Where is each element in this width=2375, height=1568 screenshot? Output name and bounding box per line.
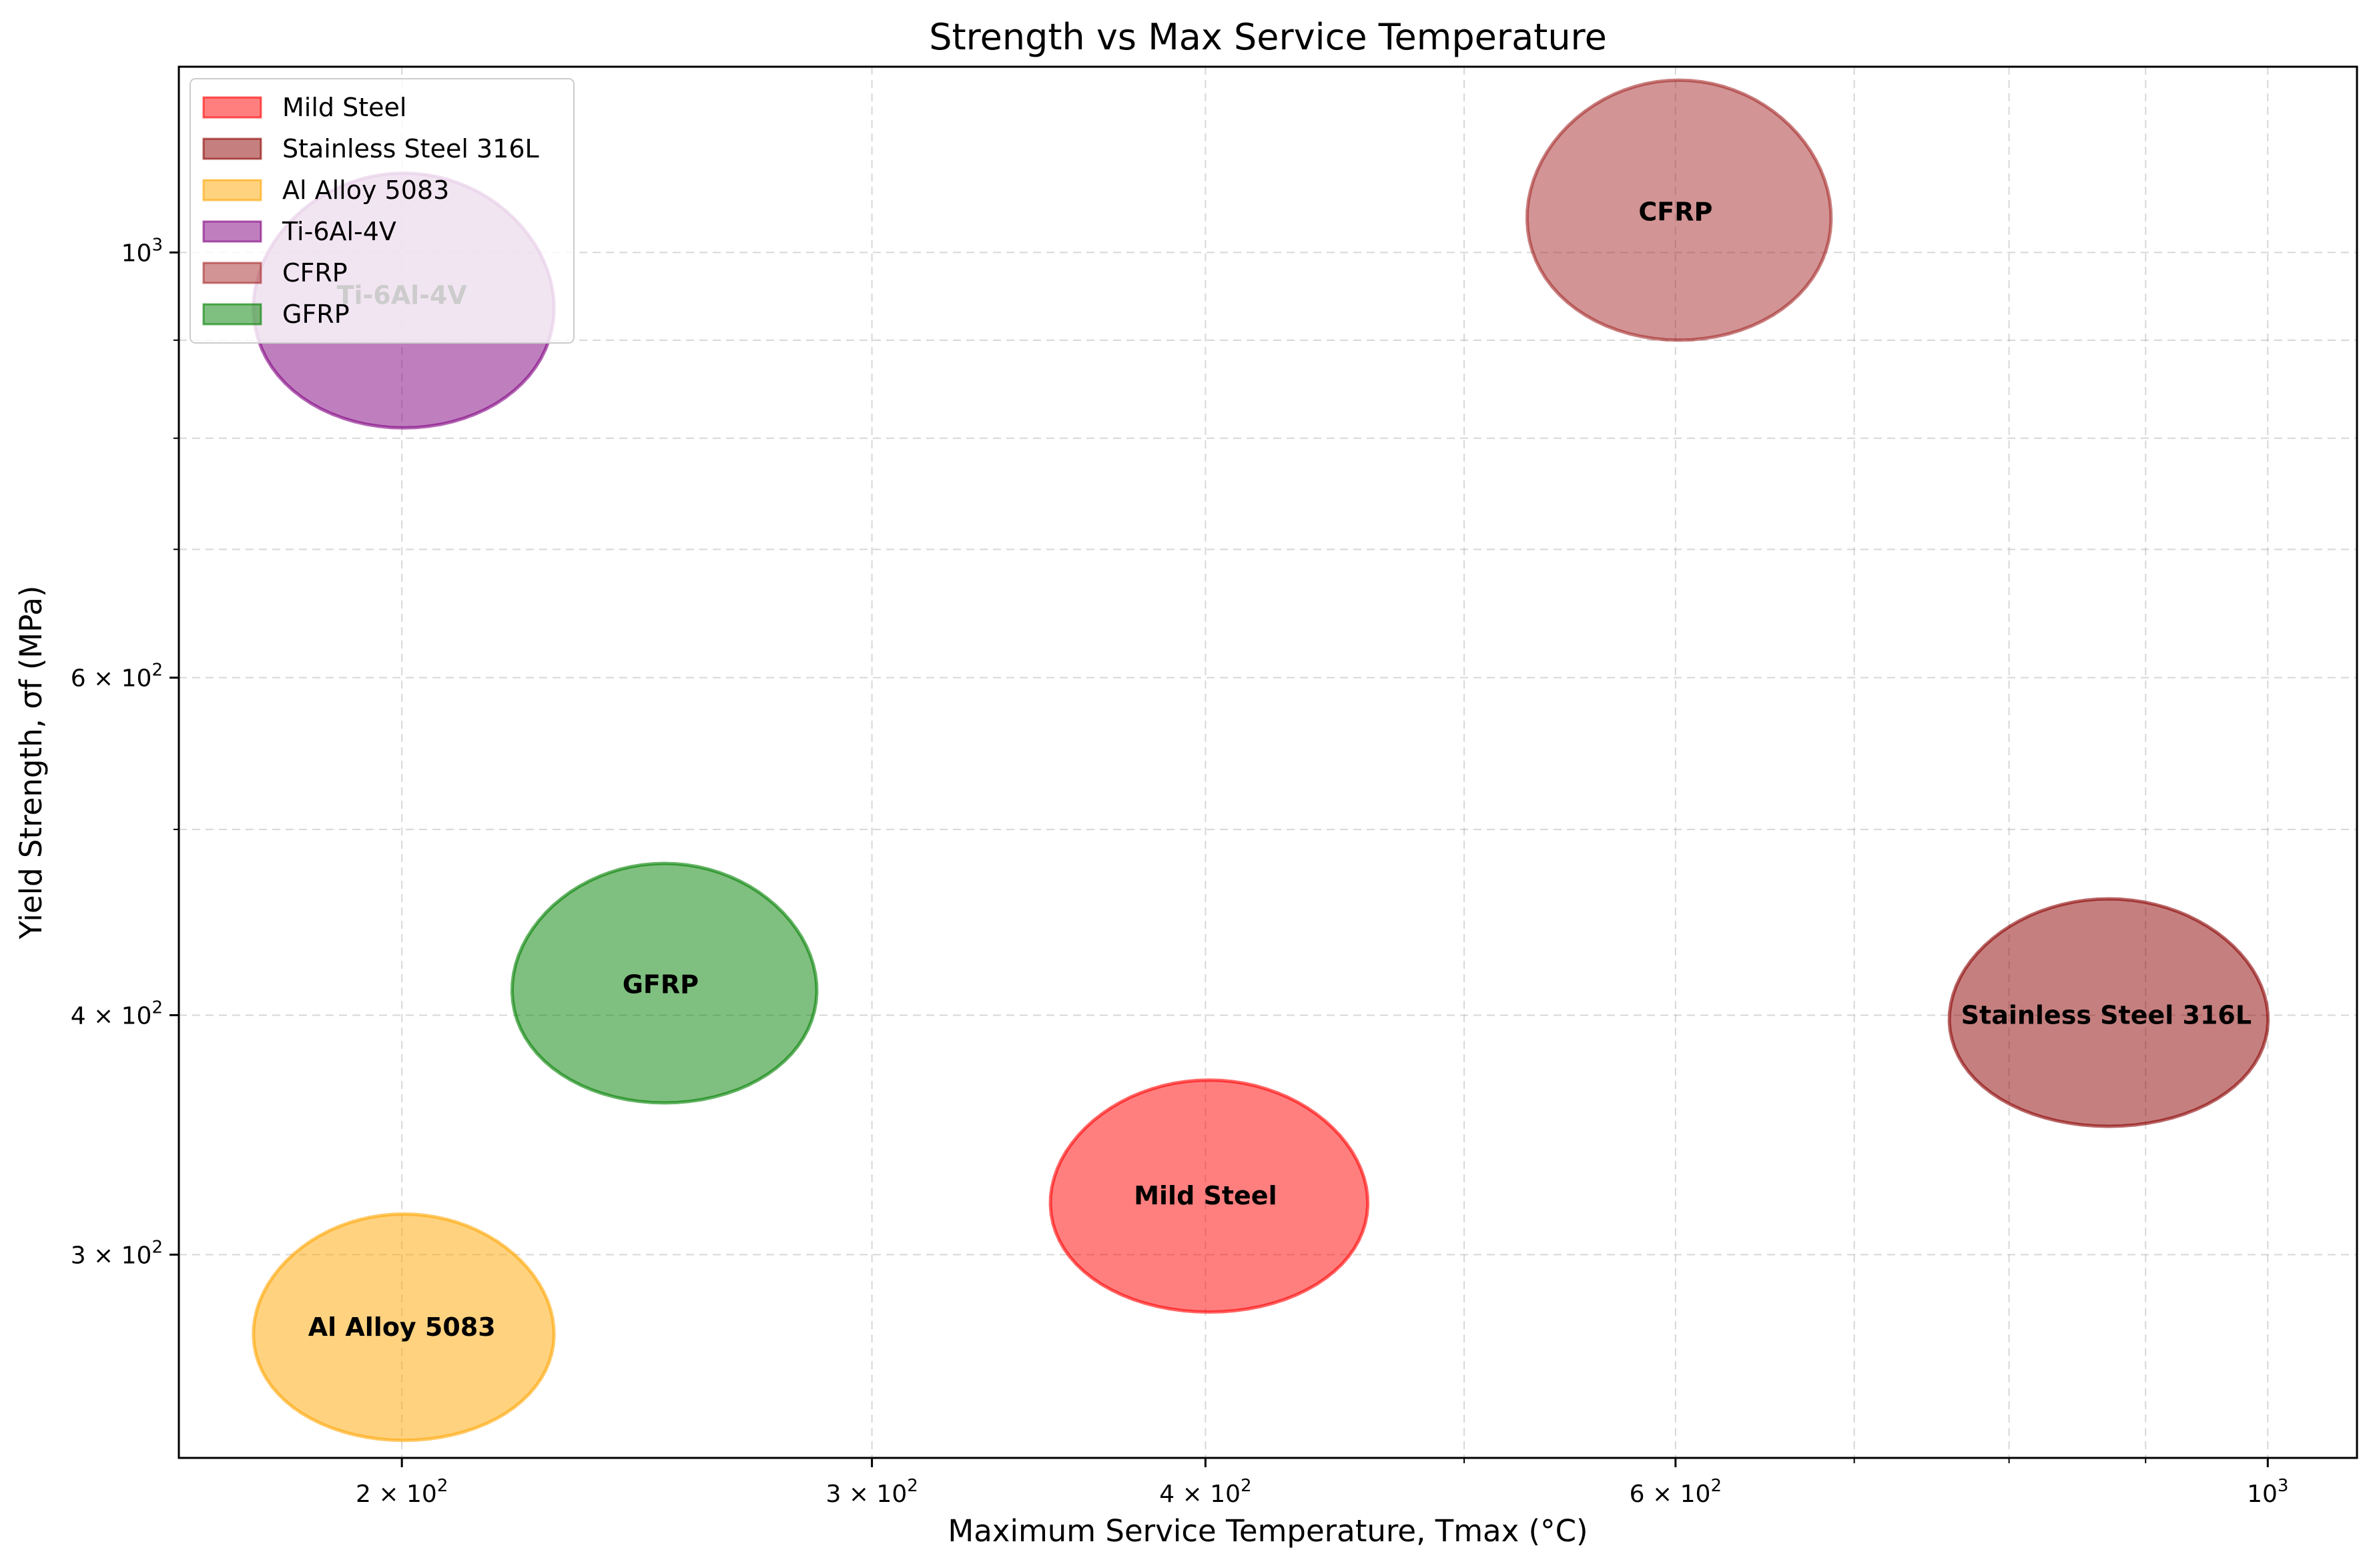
legend-swatch xyxy=(202,179,262,202)
region-gfrp xyxy=(510,861,819,1105)
chart-title: Strength vs Max Service Temperature xyxy=(929,16,1607,58)
plot-frame xyxy=(178,65,2358,1459)
region-stainless-steel-316l xyxy=(1947,897,2270,1128)
x-axis-label: Maximum Service Temperature, Tmax (°C) xyxy=(948,1513,1588,1549)
region-label-gfrp: GFRP xyxy=(623,970,699,1000)
y-tick-label: 4 × 102 xyxy=(71,998,163,1030)
legend-label: CFRP xyxy=(282,258,348,288)
legend-label: Stainless Steel 316L xyxy=(282,134,539,163)
y-tick-label: 6 × 102 xyxy=(71,661,163,693)
legend-label: Ti-6Al-4V xyxy=(282,217,396,246)
y-tick-label: 3 × 102 xyxy=(71,1237,163,1269)
x-tick-label: 3 × 102 xyxy=(825,1476,918,1508)
y-axis-label: Yield Strength, σf (MPa) xyxy=(13,585,49,939)
axis-ticks: 2 × 102 3 × 102 4 × 102 6 × 102 103 3 × 102 4 … xyxy=(71,235,2289,1508)
legend-label: Al Alloy 5083 xyxy=(282,175,449,205)
legend-swatch xyxy=(202,262,262,284)
x-tick-label: 2 × 102 xyxy=(356,1476,448,1508)
region-label-al-alloy-5083: Al Alloy 5083 xyxy=(308,1312,496,1342)
legend: Mild Steel Stainless Steel 316L Al Alloy 5… xyxy=(190,78,575,344)
legend-swatch xyxy=(202,96,262,119)
y-tick-label: 103 xyxy=(121,235,163,267)
x-tick-label: 4 × 102 xyxy=(1159,1476,1251,1508)
legend-swatch xyxy=(202,137,262,160)
x-tick-label: 6 × 102 xyxy=(1630,1476,1722,1508)
legend-label: Mild Steel xyxy=(282,93,406,122)
region-label-stainless-steel-316l: Stainless Steel 316L xyxy=(1961,1000,2252,1030)
legend-swatch xyxy=(202,303,262,326)
region-label-cfrp: CFRP xyxy=(1638,198,1712,227)
legend-label: GFRP xyxy=(282,300,350,329)
legend-box xyxy=(190,78,575,344)
legend-swatch xyxy=(202,220,262,243)
region-cfrp xyxy=(1525,78,1833,342)
region-label-mild-steel: Mild Steel xyxy=(1134,1181,1277,1210)
region-mild-steel xyxy=(1048,1078,1370,1314)
material-regions xyxy=(252,78,2270,1443)
region-al-alloy-5083 xyxy=(252,1212,556,1443)
